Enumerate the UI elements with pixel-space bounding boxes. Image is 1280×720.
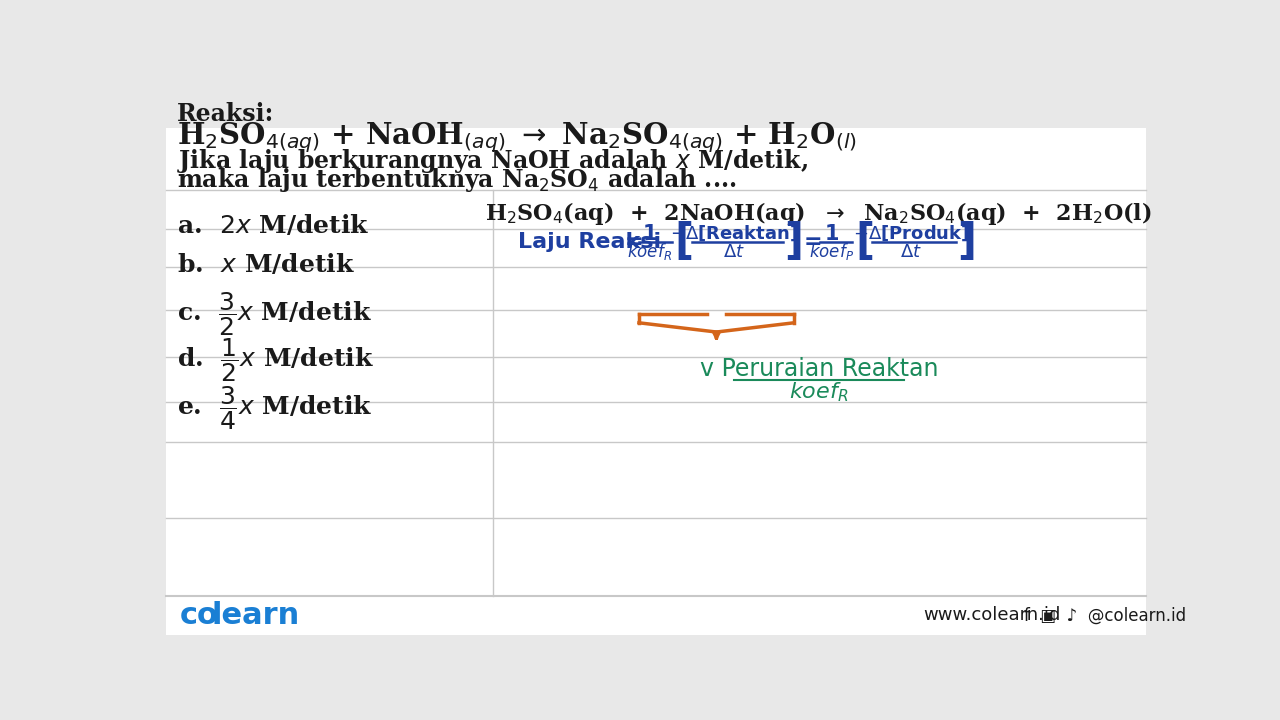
Text: Laju Reaksi: Laju Reaksi [518,232,662,252]
Text: e.  $\dfrac{3}{4}x$ M/detik: e. $\dfrac{3}{4}x$ M/detik [177,384,372,432]
Text: H$_2$SO$_{4(aq)}$ + NaOH$_{(aq)}$ $\rightarrow$ Na$_2$SO$_{4(aq)}$ + H$_2$O$_{(l: H$_2$SO$_{4(aq)}$ + NaOH$_{(aq)}$ $\righ… [177,120,858,155]
Text: $\Delta t$: $\Delta t$ [723,243,745,261]
FancyBboxPatch shape [166,128,1146,596]
Text: a.  $2x$ M/detik: a. $2x$ M/detik [177,213,370,238]
Text: ]: ] [785,221,804,263]
Text: koef$_R$: koef$_R$ [627,241,672,263]
Text: d.  $\dfrac{1}{2}x$ M/detik: d. $\dfrac{1}{2}x$ M/detik [177,337,374,384]
Text: koef$_P$: koef$_P$ [809,241,855,263]
Text: [: [ [675,221,694,263]
Text: [: [ [855,221,874,263]
Text: =: = [804,232,823,252]
Text: www.colearn.id: www.colearn.id [923,606,1061,624]
Text: c.  $\dfrac{3}{2}x$ M/detik: c. $\dfrac{3}{2}x$ M/detik [177,290,372,338]
Text: ]: ] [957,221,977,263]
FancyBboxPatch shape [166,128,1146,634]
Text: learn: learn [212,601,301,630]
Text: H$_2$SO$_4$(aq)  +  2NaOH(aq)  $\rightarrow$  Na$_2$SO$_4$(aq)  +  2H$_2$O(l): H$_2$SO$_4$(aq) + 2NaOH(aq) $\rightarrow… [485,199,1152,227]
Text: Jika laju berkurangnya NaOH adalah $x$ M/detik,: Jika laju berkurangnya NaOH adalah $x$ M… [177,147,808,175]
Text: 1: 1 [824,224,840,244]
Text: v Peruraian Reaktan: v Peruraian Reaktan [699,357,938,381]
Text: $-\Delta$[Reaktan]: $-\Delta$[Reaktan] [671,224,799,243]
Text: maka laju terbentuknya Na$_2$SO$_4$ adalah ....: maka laju terbentuknya Na$_2$SO$_4$ adal… [177,166,737,194]
Text: b.  $x$ M/detik: b. $x$ M/detik [177,252,355,277]
Text: koef$_R$: koef$_R$ [788,380,849,404]
Text: $\Delta t$: $\Delta t$ [900,243,922,261]
Text: f  ▣  ♪  @colearn.id: f ▣ ♪ @colearn.id [1024,606,1187,624]
Text: Reaksi:: Reaksi: [177,102,274,126]
Text: =: = [625,232,644,252]
Text: 1: 1 [643,224,657,244]
Text: co: co [179,601,219,630]
Text: $+\Delta$[Produk]: $+\Delta$[Produk] [852,224,969,243]
